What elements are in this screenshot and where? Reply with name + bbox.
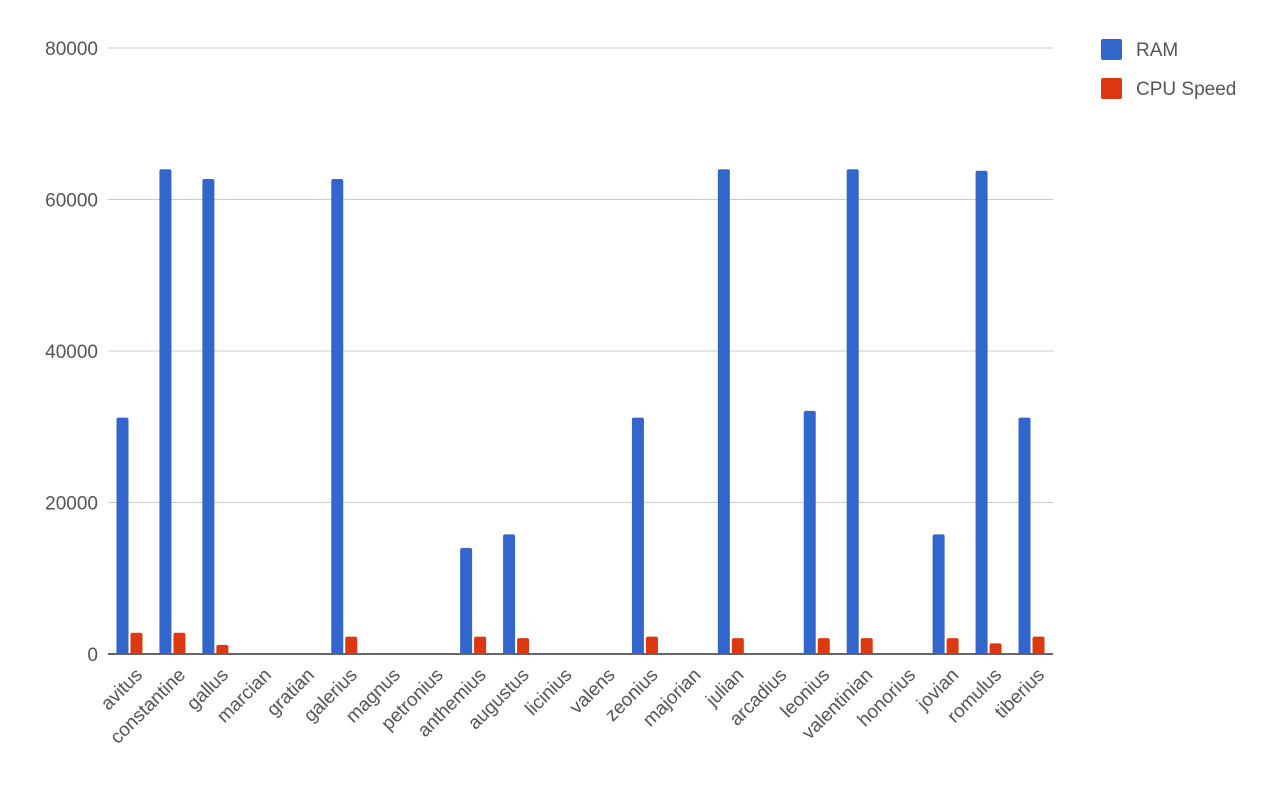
bar [1032,636,1045,654]
bar [717,169,730,654]
bar [460,547,473,654]
x-tick-label: licinius [521,665,576,720]
bar [116,417,129,654]
bar [946,638,959,654]
bar [130,632,143,654]
legend-label: RAM [1136,40,1178,61]
bar [503,534,516,654]
y-tick-label: 60000 [45,191,98,212]
bar [173,632,186,654]
y-tick-label: 20000 [45,494,98,515]
bar [631,417,644,654]
y-tick-label: 80000 [45,39,98,60]
bar [202,179,215,655]
y-tick-label: 0 [87,645,98,666]
bar [345,636,358,654]
y-tick-label: 40000 [45,342,98,363]
bar [216,644,229,654]
bar [731,638,744,654]
legend-swatch [1101,78,1122,99]
bar [975,170,988,654]
bar [803,410,816,654]
bar [645,636,658,654]
bar [817,638,830,654]
bar [474,636,487,654]
bar [159,169,172,654]
bar [517,638,530,654]
legend-swatch [1101,39,1122,60]
bar [1018,417,1031,654]
bar [989,643,1002,654]
bar [932,534,945,654]
bar [846,169,859,654]
bar [331,179,344,655]
bar [860,638,873,654]
legend-label: CPU Speed [1136,79,1236,100]
